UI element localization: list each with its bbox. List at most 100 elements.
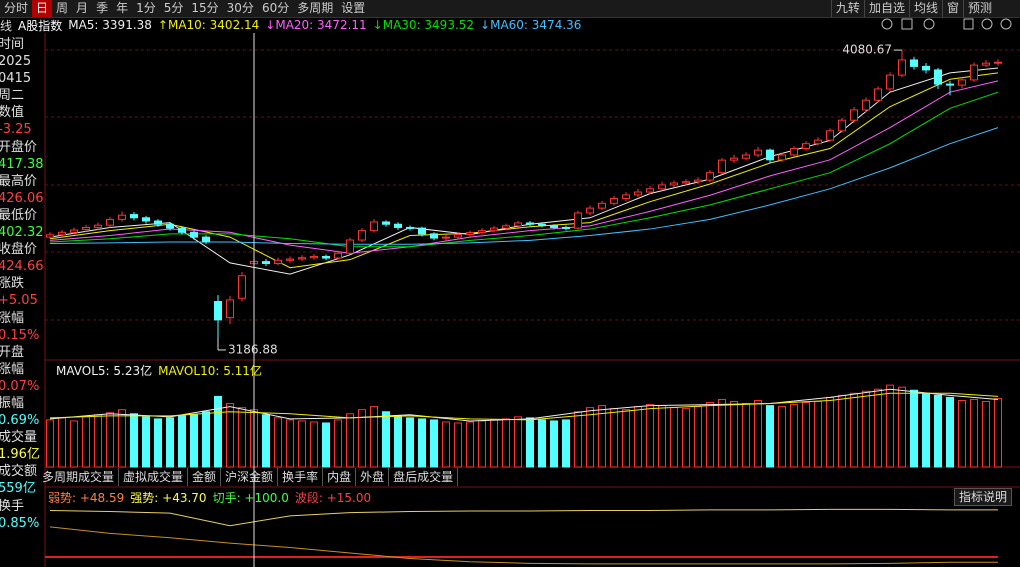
tool-button[interactable]: 预测 [962, 0, 996, 17]
volume-bar [658, 405, 666, 468]
volume-legend: MAVOL5: 5.23亿 MAVOL10: 5.11亿 [56, 363, 262, 378]
period-tab[interactable]: 60分 [261, 1, 290, 15]
period-tab[interactable]: 年 [116, 1, 129, 15]
volume-tab[interactable]: 多周期成交量 [38, 468, 120, 486]
volume-bar [550, 420, 558, 468]
candle-body [586, 207, 594, 214]
volume-bar [358, 409, 366, 468]
candle-body [634, 191, 642, 196]
candle-body [478, 230, 486, 234]
ma-label: ↑MA10: 3402.14 [157, 18, 260, 32]
period-tab[interactable]: 分时 [4, 1, 29, 15]
candle-body [118, 214, 126, 220]
candle-body [514, 222, 522, 227]
candle-body [862, 99, 870, 111]
volume-bar [274, 417, 282, 468]
tool-button[interactable]: 窗 [941, 0, 963, 17]
candle-body [142, 217, 150, 222]
volume-bar [790, 404, 798, 468]
candle-body [262, 261, 270, 265]
volume-bar [346, 413, 354, 468]
candle-body [742, 154, 750, 159]
info-item: 最高价 [0, 173, 38, 189]
period-tab[interactable]: 1分 [136, 1, 156, 15]
volume-bar [334, 419, 342, 468]
period-tab[interactable]: 设置 [341, 1, 366, 15]
volume-bar [610, 408, 618, 468]
icon[interactable] [981, 18, 993, 30]
info-item: 417.38 [0, 156, 44, 172]
volume-bar [478, 420, 486, 468]
candle-body [598, 202, 606, 209]
volume-tab[interactable]: 虚拟成交量 [119, 468, 189, 486]
volume-tab[interactable]: 盘后成交量 [389, 468, 459, 486]
tool-button[interactable]: 九转 [830, 0, 864, 17]
candle-body [874, 88, 882, 101]
candle-body [202, 236, 210, 243]
candle-body [370, 221, 378, 232]
volume-bar [646, 404, 654, 468]
candle-body [610, 197, 618, 204]
volume-bar [466, 421, 474, 468]
info-item: 559亿 [0, 481, 36, 497]
candle-body [646, 188, 654, 193]
volume-bar [154, 418, 162, 468]
candle-body [322, 255, 330, 259]
candle-body [526, 222, 534, 225]
indicator-label: 波段: +15.00 [294, 490, 372, 505]
candle-body [622, 194, 630, 199]
volume-tab[interactable]: 沪深金额 [221, 468, 279, 486]
candle-body [406, 226, 414, 229]
volume-bar [826, 396, 834, 468]
ma-line [49, 80, 999, 254]
icon[interactable] [1000, 18, 1012, 30]
volume-bar [286, 419, 294, 468]
tool-button[interactable]: 均线 [908, 0, 942, 17]
period-tab[interactable]: 15分 [191, 1, 219, 15]
indicator-line [49, 508, 998, 527]
header-icons [881, 18, 1012, 30]
volume-bar [574, 411, 582, 468]
icon[interactable] [881, 18, 893, 30]
volume-bar [850, 392, 858, 468]
candle-body [682, 181, 690, 184]
info-item: 最低价 [0, 207, 38, 223]
period-tab[interactable]: 30分 [226, 1, 254, 15]
candle-body [418, 227, 426, 235]
info-item: 涨幅 [0, 310, 25, 326]
candle-body [562, 226, 570, 229]
period-tab[interactable]: 周 [56, 1, 69, 15]
info-item: 数值 [0, 105, 25, 121]
info-item: 1.96亿 [0, 447, 40, 463]
candle-body [910, 59, 918, 67]
volume-tab[interactable]: 外盘 [356, 468, 390, 486]
candle-body [706, 172, 714, 181]
volume-bar [418, 418, 426, 468]
indicator-line [49, 526, 998, 565]
volume-bar [322, 422, 330, 468]
volume-tab[interactable]: 金额 [188, 468, 222, 486]
ma-line [49, 72, 999, 269]
info-item: 时间 [0, 37, 25, 52]
candle-body [994, 61, 1002, 64]
info-item: 周二 [0, 88, 25, 104]
period-tab[interactable]: 5分 [163, 1, 184, 15]
volume-tabs: 多周期成交量 虚拟成交量 金额 沪深金额 换手率 内盘 外盘 盘后成交量 [38, 468, 459, 486]
volume-bar [634, 406, 642, 468]
volume-tab[interactable]: 换手率 [278, 468, 324, 486]
period-tab[interactable]: 季 [96, 1, 109, 15]
index-name[interactable]: A股指数 [18, 18, 63, 33]
indicator-help-button[interactable]: 指标说明 [953, 488, 1012, 506]
period-tab[interactable]: 多周期 [297, 1, 334, 15]
icon[interactable] [901, 18, 913, 30]
volume-bar [742, 403, 750, 468]
info-item: 2025 [0, 54, 32, 70]
tool-button[interactable]: 加自选 [863, 0, 909, 17]
icon[interactable] [963, 18, 974, 30]
period-tab[interactable]: 日 [32, 0, 53, 17]
period-tab[interactable]: 月 [76, 1, 89, 15]
icon[interactable] [923, 18, 935, 30]
volume-tab[interactable]: 内盘 [323, 468, 357, 486]
low-label: 3186.88 [228, 342, 278, 356]
